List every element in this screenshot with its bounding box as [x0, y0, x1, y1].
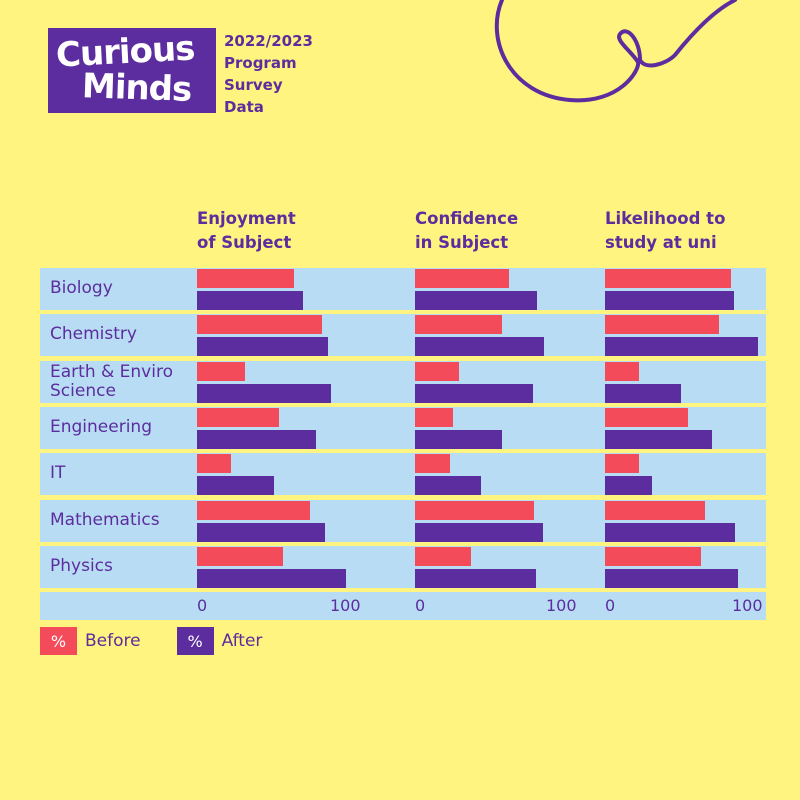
before-bar — [415, 315, 502, 335]
category-row: Earth & Enviro Science — [40, 360, 766, 403]
category-label-line: Science — [50, 380, 116, 401]
before-bar — [605, 269, 731, 288]
legend-after-label: After — [221, 631, 263, 651]
panel-title: Confidence in Subject — [415, 207, 585, 255]
panel-title-line: Confidence — [415, 209, 519, 228]
before-bar — [415, 454, 451, 474]
after-bar — [415, 337, 545, 357]
after-bar — [197, 429, 317, 449]
subtitle: 2022/2023 Program Survey Data — [224, 30, 313, 118]
before-bar — [415, 407, 454, 427]
after-bar — [197, 383, 332, 403]
before-bar — [415, 546, 471, 566]
before-bar — [197, 546, 284, 566]
x-tick-label: 100 — [546, 596, 577, 615]
logo-line2: Minds — [81, 66, 192, 110]
after-bar — [415, 522, 543, 542]
before-bar — [605, 315, 720, 335]
before-bar — [415, 500, 535, 520]
legend: % Before % After — [40, 627, 298, 655]
after-bar — [605, 429, 713, 449]
after-bar — [605, 291, 734, 310]
after-bar — [415, 383, 533, 403]
category-label-line: Biology — [50, 278, 113, 298]
category-row: Biology — [40, 268, 766, 310]
x-tick-label: 0 — [605, 596, 616, 615]
category-label-line: Engineering — [50, 416, 152, 437]
before-bar — [197, 407, 279, 427]
subtitle-line: Survey — [224, 76, 283, 94]
after-bar — [415, 476, 482, 496]
after-bar — [197, 568, 346, 588]
swirl-decoration — [494, 0, 737, 103]
category-row: Chemistry — [40, 314, 766, 357]
category-row: Engineering — [40, 406, 766, 449]
x-tick-label: 100 — [732, 596, 763, 615]
panel-title: Enjoyment of Subject — [197, 207, 367, 255]
after-bar — [197, 337, 329, 357]
x-tick-label: 0 — [197, 596, 208, 615]
category-label: Chemistry — [50, 325, 137, 344]
category-label-line: Earth & Enviro — [50, 361, 173, 382]
category-label-line: Physics — [50, 555, 113, 576]
after-bar — [605, 476, 653, 496]
before-bar — [605, 407, 688, 427]
category-label: Earth & Enviro Science — [50, 361, 173, 401]
subtitle-line: Program — [224, 54, 297, 72]
after-bar — [415, 291, 537, 310]
x-axis-row: 0 100 0 100 0 100 — [40, 592, 766, 620]
after-bar — [605, 337, 758, 357]
category-label: Physics — [50, 555, 113, 576]
before-bar — [605, 361, 640, 381]
legend-after-swatch: % — [176, 627, 214, 655]
before-bar — [605, 454, 640, 474]
category-label: Engineering — [50, 416, 152, 437]
category-label-line: Mathematics — [50, 509, 160, 530]
x-tick-label: 100 — [330, 596, 361, 615]
panel-title-line: in Subject — [415, 233, 509, 252]
after-bar — [605, 522, 736, 542]
before-bar — [415, 269, 510, 288]
before-bar — [197, 454, 232, 474]
panel-title-line: of Subject — [197, 233, 292, 252]
before-bar — [605, 546, 701, 566]
category-label-line: Chemistry — [50, 324, 137, 345]
before-bar — [415, 361, 460, 381]
after-bar — [197, 522, 326, 542]
after-bar — [605, 383, 681, 403]
panel-title-line: Likelihood to — [605, 209, 726, 228]
legend-before-swatch: % — [40, 627, 77, 655]
category-label: Biology — [50, 279, 113, 298]
before-bar — [605, 500, 706, 520]
after-bar — [415, 568, 536, 588]
subtitle-line: Data — [224, 98, 264, 116]
panel-title: Likelihood to study at uni — [605, 207, 775, 255]
before-bar — [197, 315, 323, 335]
category-row: IT — [40, 453, 766, 496]
category-label: Mathematics — [50, 509, 160, 530]
category-label: IT — [50, 464, 65, 483]
before-bar — [197, 269, 294, 288]
before-bar — [197, 500, 311, 520]
category-row: Physics — [40, 545, 766, 588]
after-bar — [197, 476, 275, 496]
category-row: Mathematics — [40, 499, 766, 542]
after-bar — [415, 429, 502, 449]
curious-minds-logo: Curious Minds — [48, 28, 216, 113]
after-bar — [605, 568, 738, 588]
panel-title-line: Enjoyment — [197, 209, 296, 228]
legend-before-label: Before — [85, 631, 141, 651]
subtitle-line: 2022/2023 — [224, 32, 313, 50]
x-tick-label: 0 — [415, 596, 426, 615]
after-bar — [197, 291, 303, 310]
before-bar — [197, 361, 245, 381]
panel-title-line: study at uni — [605, 233, 717, 252]
category-label-line: IT — [50, 463, 66, 484]
